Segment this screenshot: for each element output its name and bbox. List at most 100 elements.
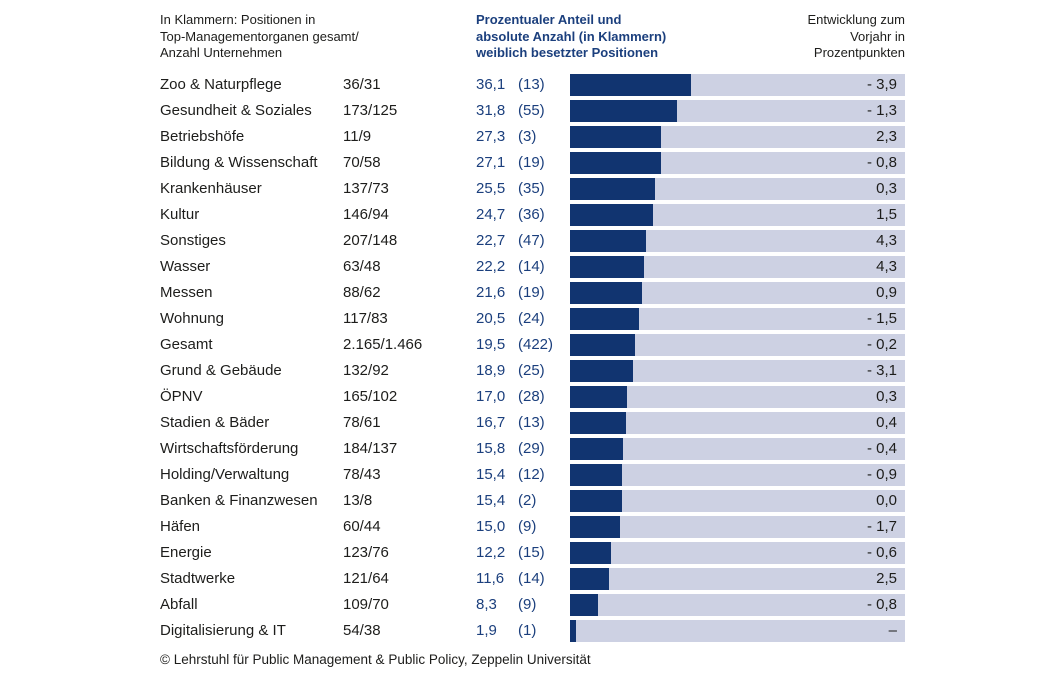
female-positions-count: (24) bbox=[518, 310, 545, 327]
bar-fill bbox=[570, 360, 634, 382]
female-share-percent: 21,6 bbox=[476, 284, 506, 301]
bar-track: 2,3 bbox=[570, 126, 905, 148]
positions-total-per-companies: 36/31 bbox=[343, 76, 381, 93]
positions-total-per-companies: 88/62 bbox=[343, 284, 381, 301]
change-value: 0,3 bbox=[876, 180, 897, 197]
sector-label: Messen bbox=[160, 284, 213, 301]
column-header-change-vs-prior-year: Entwicklung zum Vorjahr in Prozentpunkte… bbox=[807, 12, 905, 60]
positions-total-per-companies: 123/76 bbox=[343, 544, 389, 561]
bar-fill bbox=[570, 594, 598, 616]
female-share-percent: 17,0 bbox=[476, 388, 506, 405]
change-value: 0,3 bbox=[876, 388, 897, 405]
positions-total-per-companies: 146/94 bbox=[343, 206, 389, 223]
female-positions-count: (1) bbox=[518, 622, 537, 639]
sector-label: Häfen bbox=[160, 518, 201, 535]
table-row: Wasser 63/48 22,2 (14) 4,3 bbox=[160, 254, 905, 280]
table-row: Kultur 146/94 24,7 (36) 1,5 bbox=[160, 202, 905, 228]
positions-total-per-companies: 78/61 bbox=[343, 414, 381, 431]
female-positions-count: (3) bbox=[518, 128, 537, 145]
positions-total-per-companies: 70/58 bbox=[343, 154, 381, 171]
bar-fill bbox=[570, 334, 636, 356]
female-positions-count: (15) bbox=[518, 544, 545, 561]
female-share-percent: 27,3 bbox=[476, 128, 506, 145]
female-share-percent: 22,7 bbox=[476, 232, 506, 249]
bar-fill bbox=[570, 126, 662, 148]
positions-total-per-companies: 117/83 bbox=[343, 310, 388, 327]
female-share-percent: 18,9 bbox=[476, 362, 506, 379]
change-value: - 0,8 bbox=[866, 154, 897, 171]
sector-label: ÖPNV bbox=[160, 388, 203, 405]
bar-track: – bbox=[570, 620, 905, 642]
table-row: Gesamt 2.165/1.466 19,5 (422) - 0,2 bbox=[160, 332, 905, 358]
positions-total-per-companies: 109/70 bbox=[343, 596, 389, 613]
sector-label: Digitalisierung & IT bbox=[160, 622, 286, 639]
table-row: Energie 123/76 12,2 (15) - 0,6 bbox=[160, 540, 905, 566]
female-share-percent: 15,0 bbox=[476, 518, 506, 535]
female-share-percent: 36,1 bbox=[476, 76, 506, 93]
table-row: Wohnung 117/83 20,5 (24) - 1,5 bbox=[160, 306, 905, 332]
female-positions-count: (47) bbox=[518, 232, 545, 249]
bar-track: 0,4 bbox=[570, 412, 905, 434]
bar-fill bbox=[570, 490, 622, 512]
change-value: – bbox=[888, 622, 897, 639]
female-share-percent: 1,9 bbox=[476, 622, 497, 639]
positions-total-per-companies: 165/102 bbox=[343, 388, 398, 405]
table-row: Krankenhäuser 137/73 25,5 (35) 0,3 bbox=[160, 176, 905, 202]
bar-track: - 1,7 bbox=[570, 516, 905, 538]
column-header-female-share: Prozentualer Anteil und absolute Anzahl … bbox=[476, 12, 667, 60]
table-row: Holding/Verwaltung 78/43 15,4 (12) - 0,9 bbox=[160, 462, 905, 488]
female-share-percent: 31,8 bbox=[476, 102, 506, 119]
positions-total-per-companies: 137/73 bbox=[343, 180, 389, 197]
bar-track: 4,3 bbox=[570, 256, 905, 278]
change-value: - 0,8 bbox=[866, 596, 897, 613]
bar-track: - 0,9 bbox=[570, 464, 905, 486]
female-positions-count: (9) bbox=[518, 596, 537, 613]
female-positions-count: (14) bbox=[518, 570, 545, 587]
change-value: - 0,9 bbox=[866, 466, 897, 483]
female-share-percent: 15,8 bbox=[476, 440, 506, 457]
table-row: Gesundheit & Soziales 173/125 31,8 (55) … bbox=[160, 98, 905, 124]
change-value: 2,3 bbox=[876, 128, 897, 145]
bar-fill bbox=[570, 282, 643, 304]
sector-label: Wirtschaftsförderung bbox=[160, 440, 299, 457]
bar-track: - 0,6 bbox=[570, 542, 905, 564]
female-positions-count: (29) bbox=[518, 440, 545, 457]
bar-fill bbox=[570, 256, 645, 278]
bar-fill bbox=[570, 204, 653, 226]
positions-total-per-companies: 207/148 bbox=[343, 232, 398, 249]
female-positions-count: (35) bbox=[518, 180, 545, 197]
sector-label: Gesundheit & Soziales bbox=[160, 102, 312, 119]
bar-fill bbox=[570, 464, 622, 486]
bar-fill bbox=[570, 412, 626, 434]
table-row: Grund & Gebäude 132/92 18,9 (25) - 3,1 bbox=[160, 358, 905, 384]
sector-label: Krankenhäuser bbox=[160, 180, 262, 197]
positions-total-per-companies: 2.165/1.466 bbox=[343, 336, 423, 353]
female-share-percent: 19,5 bbox=[476, 336, 506, 353]
female-positions-count: (19) bbox=[518, 284, 545, 301]
table-row: Abfall 109/70 8,3 (9) - 0,8 bbox=[160, 592, 905, 618]
table-row: ÖPNV 165/102 17,0 (28) 0,3 bbox=[160, 384, 905, 410]
bar-fill bbox=[570, 542, 611, 564]
table-row: Digitalisierung & IT 54/38 1,9 (1) – bbox=[160, 618, 905, 644]
chart-rows: Zoo & Naturpflege 36/31 36,1 (13) - 3,9 … bbox=[160, 72, 905, 644]
table-row: Zoo & Naturpflege 36/31 36,1 (13) - 3,9 bbox=[160, 72, 905, 98]
change-value: - 0,6 bbox=[866, 544, 897, 561]
sector-label: Wohnung bbox=[160, 310, 224, 327]
positions-total-per-companies: 173/125 bbox=[343, 102, 398, 119]
sector-label: Stadien & Bäder bbox=[160, 414, 270, 431]
table-row: Wirtschaftsförderung 184/137 15,8 (29) -… bbox=[160, 436, 905, 462]
bar-fill bbox=[570, 516, 621, 538]
female-positions-count: (422) bbox=[518, 336, 554, 353]
change-value: 0,0 bbox=[876, 492, 897, 509]
female-positions-count: (13) bbox=[518, 414, 545, 431]
table-row: Banken & Finanzwesen 13/8 15,4 (2) 0,0 bbox=[160, 488, 905, 514]
table-row: Betriebshöfe 11/9 27,3 (3) 2,3 bbox=[160, 124, 905, 150]
female-positions-count: (36) bbox=[518, 206, 545, 223]
positions-total-per-companies: 121/64 bbox=[343, 570, 389, 587]
change-value: - 3,9 bbox=[866, 76, 897, 93]
bar-track: 1,5 bbox=[570, 204, 905, 226]
bar-track: 0,0 bbox=[570, 490, 905, 512]
sector-label: Gesamt bbox=[160, 336, 213, 353]
female-positions-count: (13) bbox=[518, 76, 545, 93]
